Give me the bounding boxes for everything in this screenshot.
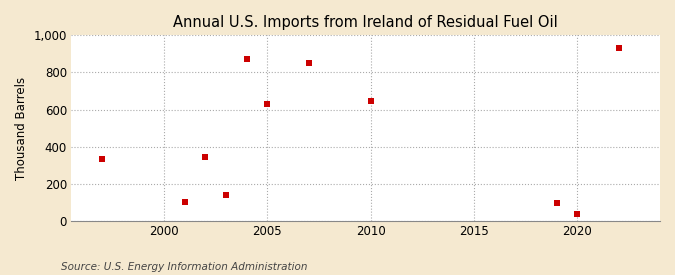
Point xyxy=(180,200,190,205)
Point xyxy=(200,155,211,159)
Point xyxy=(572,211,583,216)
Point xyxy=(365,99,376,103)
Point xyxy=(303,61,314,65)
Point xyxy=(614,46,624,51)
Title: Annual U.S. Imports from Ireland of Residual Fuel Oil: Annual U.S. Imports from Ireland of Resi… xyxy=(173,15,558,30)
Point xyxy=(242,56,252,61)
Y-axis label: Thousand Barrels: Thousand Barrels xyxy=(15,76,28,180)
Point xyxy=(551,201,562,205)
Point xyxy=(262,102,273,106)
Text: Source: U.S. Energy Information Administration: Source: U.S. Energy Information Administ… xyxy=(61,262,307,272)
Point xyxy=(221,193,232,197)
Point xyxy=(97,156,107,161)
